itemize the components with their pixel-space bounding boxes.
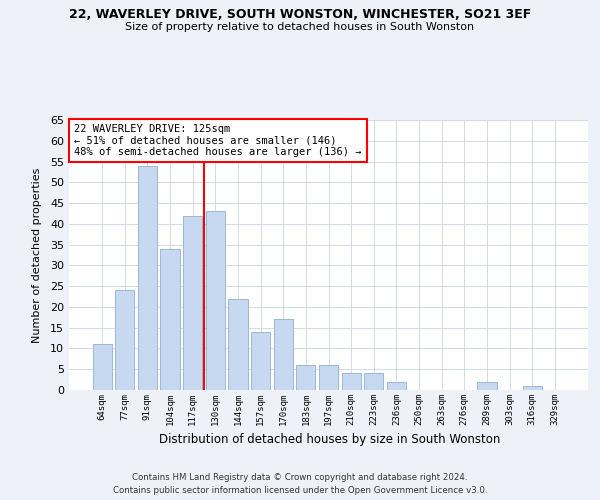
Bar (523, 386, 542, 390)
Bar (138, 166, 157, 390)
Bar (477, 382, 497, 390)
Text: Contains public sector information licensed under the Open Government Licence v3: Contains public sector information licen… (113, 486, 487, 495)
Bar (296, 365, 316, 390)
Bar (206, 212, 225, 390)
Bar (319, 365, 338, 390)
Text: Size of property relative to detached houses in South Wonston: Size of property relative to detached ho… (125, 22, 475, 32)
Bar (115, 290, 134, 390)
Bar (160, 249, 180, 390)
Bar (387, 382, 406, 390)
Bar (229, 298, 248, 390)
Bar (251, 332, 270, 390)
Bar (274, 320, 293, 390)
Y-axis label: Number of detached properties: Number of detached properties (32, 168, 41, 342)
Text: Distribution of detached houses by size in South Wonston: Distribution of detached houses by size … (160, 432, 500, 446)
Text: 22, WAVERLEY DRIVE, SOUTH WONSTON, WINCHESTER, SO21 3EF: 22, WAVERLEY DRIVE, SOUTH WONSTON, WINCH… (69, 8, 531, 20)
Text: 22 WAVERLEY DRIVE: 125sqm
← 51% of detached houses are smaller (146)
48% of semi: 22 WAVERLEY DRIVE: 125sqm ← 51% of detac… (74, 124, 362, 157)
Bar (183, 216, 202, 390)
Text: Contains HM Land Registry data © Crown copyright and database right 2024.: Contains HM Land Registry data © Crown c… (132, 472, 468, 482)
Bar (92, 344, 112, 390)
Bar (364, 374, 383, 390)
Bar (341, 374, 361, 390)
